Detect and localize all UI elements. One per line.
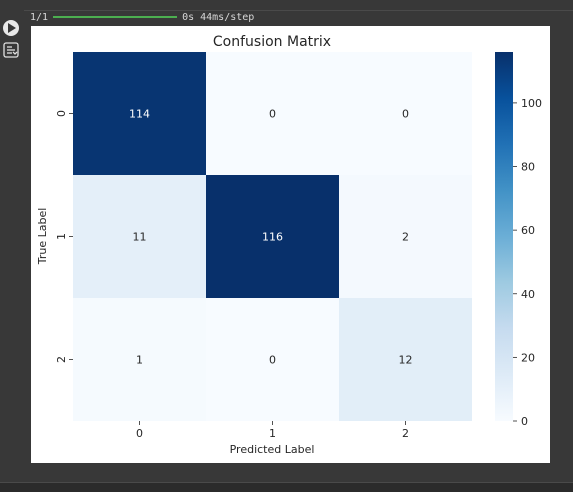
colorbar xyxy=(495,52,513,421)
progress-steps: 1/1 xyxy=(30,11,49,23)
heatmap-cell-1-2 xyxy=(339,175,472,298)
heatmap-cells xyxy=(73,52,472,421)
cell-value-0-2: 0 xyxy=(402,108,409,121)
bottom-status-bar xyxy=(0,482,573,492)
y-axis-label: True Label xyxy=(36,208,49,266)
heatmap-cell-1-1 xyxy=(206,175,339,298)
cell-value-2-2: 12 xyxy=(399,354,413,367)
colorbar-tick-label-4: 80 xyxy=(521,161,535,174)
progress-status: 0s 44ms/step xyxy=(182,11,255,23)
heatmap-cell-2-0 xyxy=(73,298,206,421)
progress-output: 1/1 0s 44ms/step xyxy=(30,10,254,24)
x-tick-label-0: 0 xyxy=(136,427,143,440)
y-axis-ticks: 0 1 2 xyxy=(55,110,73,363)
x-axis-ticks: 0 1 2 xyxy=(136,421,409,440)
chart-title: Confusion Matrix xyxy=(213,34,331,50)
y-tick-label-2: 2 xyxy=(55,356,68,363)
colorbar-tick-label-1: 20 xyxy=(521,351,535,364)
cell-value-1-0: 11 xyxy=(133,231,147,244)
heatmap-cell-1-0 xyxy=(73,175,206,298)
heatmap-annotations: 114 0 0 11 116 2 1 0 12 xyxy=(129,108,413,367)
x-tick-label-1: 1 xyxy=(269,427,276,440)
cell-top-border xyxy=(0,0,573,11)
colorbar-tick-label-5: 100 xyxy=(521,97,542,110)
cell-value-1-2: 2 xyxy=(402,231,409,244)
y-tick-label-0: 0 xyxy=(55,110,68,117)
x-tick-label-2: 2 xyxy=(402,427,409,440)
colorbar-tick-label-0: 0 xyxy=(521,415,528,428)
heatmap-cell-0-1 xyxy=(206,52,339,175)
cell-value-1-1: 116 xyxy=(262,231,283,244)
cell-gutter xyxy=(0,10,24,480)
colorbar-tick-label-2: 40 xyxy=(521,288,535,301)
x-axis-label: Predicted Label xyxy=(230,443,315,456)
play-icon[interactable] xyxy=(3,20,19,36)
colorbar-tick-label-3: 60 xyxy=(521,224,535,237)
colorbar-ticks: 0 20 40 60 80 100 xyxy=(513,97,542,428)
heatmap-cell-2-1 xyxy=(206,298,339,421)
heatmap-cell-2-2 xyxy=(339,298,472,421)
output-toggle-icon[interactable] xyxy=(3,42,19,58)
heatmap-cell-0-2 xyxy=(339,52,472,175)
progress-bar xyxy=(53,16,178,18)
y-tick-label-1: 1 xyxy=(55,233,68,240)
cell-value-2-0: 1 xyxy=(136,354,143,367)
cell-value-2-1: 0 xyxy=(269,354,276,367)
heatmap-cell-0-0 xyxy=(73,52,206,175)
cell-value-0-1: 0 xyxy=(269,108,276,121)
cell-value-0-0: 114 xyxy=(129,108,150,121)
